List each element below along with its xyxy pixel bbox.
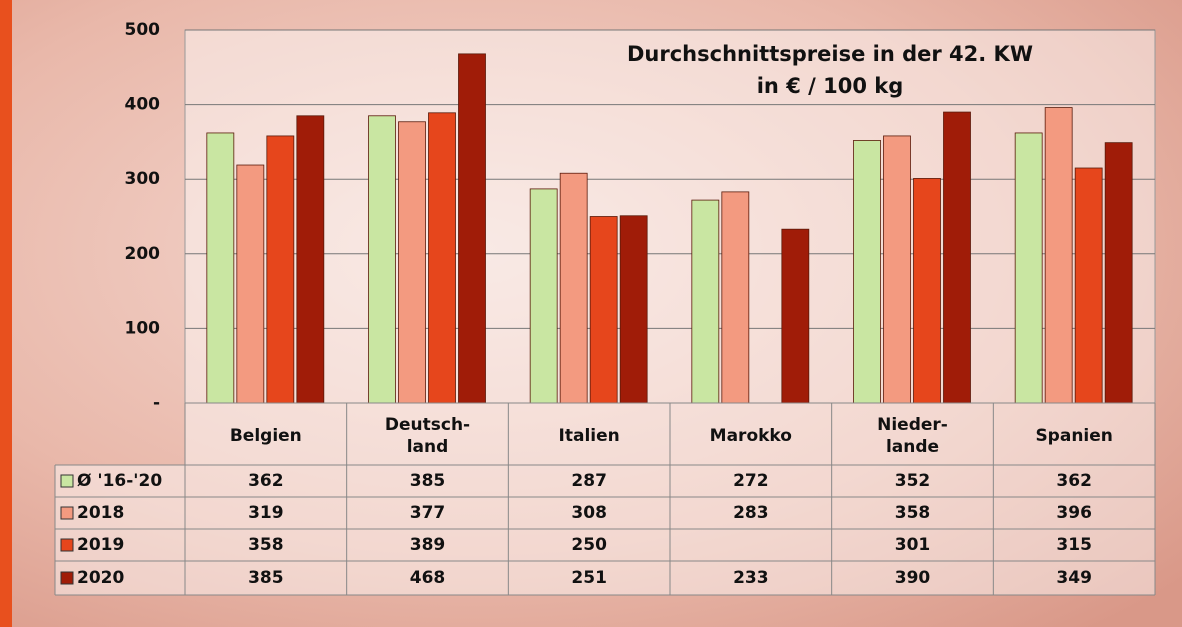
bar — [297, 116, 324, 403]
y-tick-label: 500 — [125, 20, 161, 40]
bar — [854, 140, 881, 403]
table-value: 362 — [1056, 471, 1092, 491]
x-tick-label: Italien — [559, 426, 620, 446]
x-tick-label: Spanien — [1035, 426, 1112, 446]
legend-label: Ø '16-'20 — [77, 471, 162, 491]
bar — [1105, 143, 1132, 403]
table-value: 396 — [1056, 503, 1092, 523]
legend-swatch — [61, 572, 73, 584]
bar — [914, 178, 941, 403]
bar — [944, 112, 971, 403]
page: Durchschnittspreise in der 42. KW in € /… — [0, 0, 1182, 627]
bar — [429, 113, 456, 403]
legend-label: 2019 — [77, 535, 124, 555]
bar — [399, 122, 426, 403]
table-value: 389 — [410, 535, 446, 555]
bar — [884, 136, 911, 403]
bar — [1015, 133, 1042, 403]
table-value: 349 — [1056, 568, 1092, 588]
bar — [267, 136, 294, 403]
chart: Durchschnittspreise in der 42. KW in € /… — [0, 0, 1182, 627]
bar — [207, 133, 234, 403]
bar — [1045, 108, 1072, 403]
table-value: 283 — [733, 503, 769, 523]
legend-label: 2020 — [77, 568, 124, 588]
table-value: 272 — [733, 471, 769, 491]
bar — [722, 192, 749, 403]
y-tick-label: - — [153, 393, 160, 413]
table-value: 352 — [895, 471, 931, 491]
chart-title: Durchschnittspreise in der 42. KW — [627, 42, 1033, 66]
table-value: 358 — [248, 535, 284, 555]
bar — [1075, 168, 1102, 403]
table-value: 308 — [571, 503, 607, 523]
bar — [692, 200, 719, 403]
bar — [237, 165, 264, 403]
table-value: 358 — [895, 503, 931, 523]
bar — [459, 54, 486, 403]
table-value: 250 — [571, 535, 607, 555]
table-value: 362 — [248, 471, 284, 491]
side-strip — [0, 0, 12, 627]
table-value: 385 — [410, 471, 446, 491]
table-value: 287 — [571, 471, 607, 491]
bar — [620, 216, 647, 403]
legend-swatch — [61, 475, 73, 487]
legend-swatch — [61, 507, 73, 519]
y-tick-label: 300 — [125, 169, 161, 189]
x-tick-label: Belgien — [230, 426, 302, 446]
table-value: 301 — [895, 535, 931, 555]
plot-area — [185, 30, 1155, 403]
legend-label: 2018 — [77, 503, 124, 523]
bar — [369, 116, 396, 403]
bar — [560, 173, 587, 403]
table-value: 468 — [410, 568, 446, 588]
bar — [782, 229, 809, 403]
table-value: 233 — [733, 568, 769, 588]
chart-subtitle: in € / 100 kg — [757, 74, 904, 98]
table-value: 390 — [895, 568, 931, 588]
bar — [530, 189, 557, 403]
table-value: 377 — [410, 503, 446, 523]
bar — [590, 217, 617, 404]
table-value: 385 — [248, 568, 284, 588]
table-value: 251 — [571, 568, 607, 588]
table-value: 315 — [1056, 535, 1092, 555]
y-tick-label: 200 — [125, 244, 161, 264]
y-tick-label: 400 — [125, 95, 161, 115]
legend-swatch — [61, 539, 73, 551]
x-tick-label: Marokko — [710, 426, 792, 446]
y-tick-label: 100 — [125, 318, 161, 338]
table-value: 319 — [248, 503, 284, 523]
